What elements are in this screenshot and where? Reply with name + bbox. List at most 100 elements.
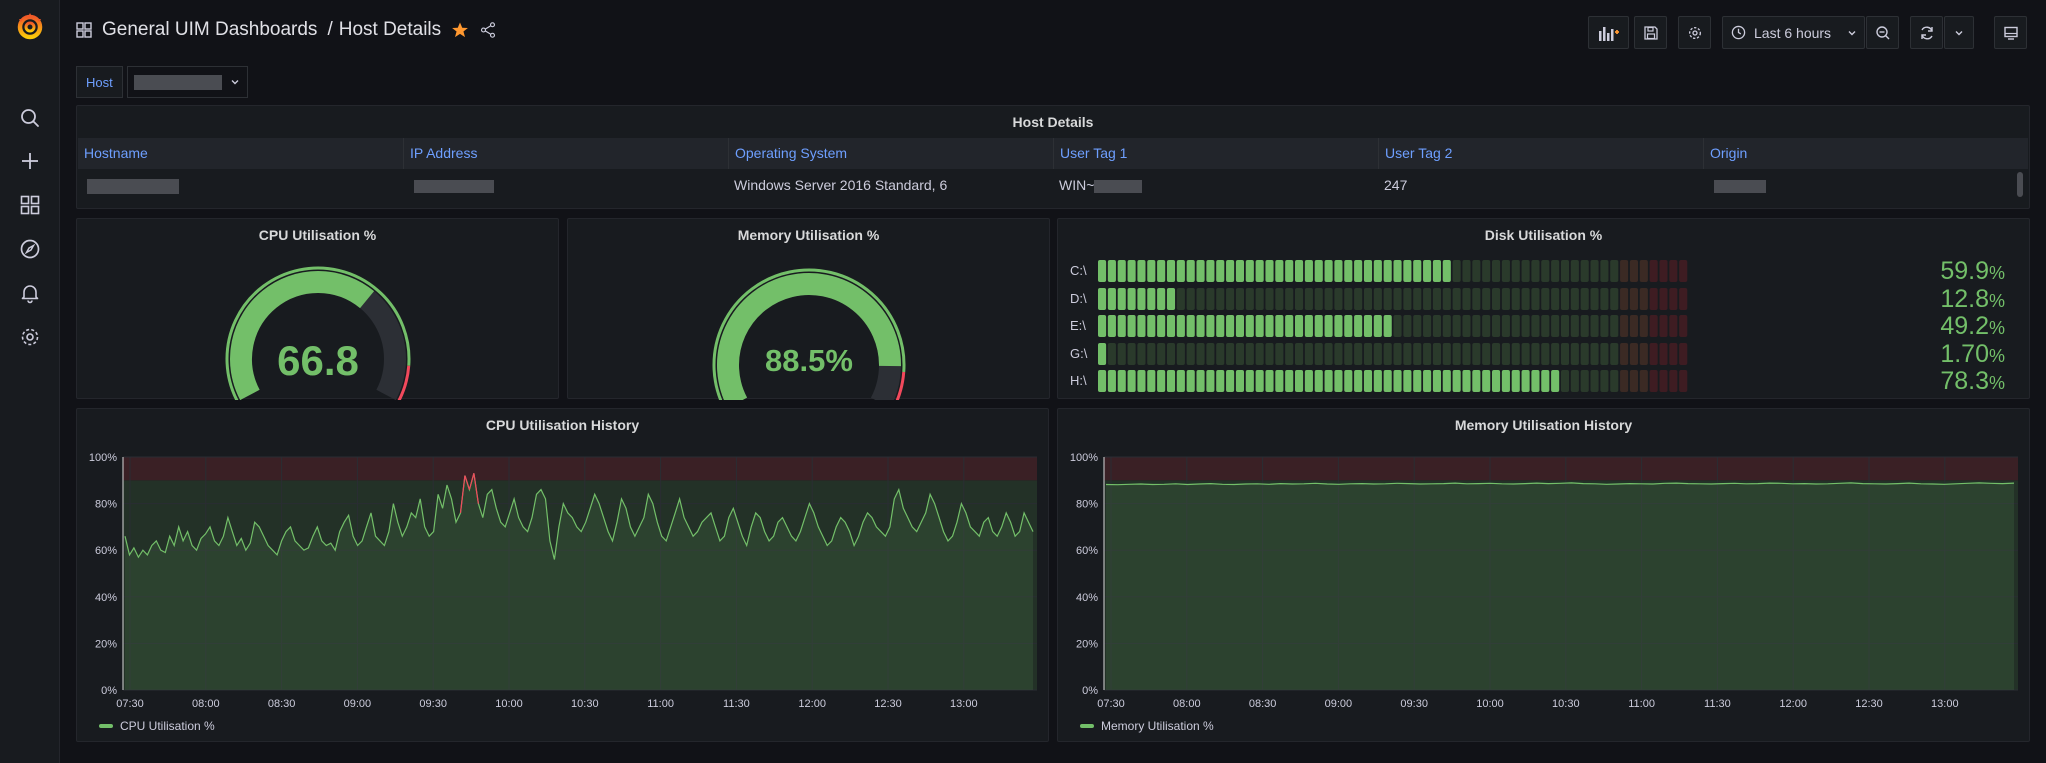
time-range-label: Last 6 hours <box>1754 24 1832 41</box>
disk-segment <box>1482 370 1491 392</box>
disk-segment <box>1285 342 1294 365</box>
disk-segment <box>1610 342 1619 365</box>
breadcrumb-folder-link[interactable]: General UIM Dashboards <box>102 19 318 40</box>
disk-segment <box>1511 342 1520 365</box>
x-tick-label: 08:00 <box>192 698 220 710</box>
disk-segment <box>1570 342 1579 365</box>
cpu-history-chart[interactable]: 0% 20% 40% 60% 80% 100% 07:30 08:00 08:30 09:00 09… <box>77 409 1050 743</box>
disk-segment <box>1265 287 1274 310</box>
alerting-bell-icon[interactable] <box>18 281 42 305</box>
column-header-user-tag-1[interactable]: User Tag 1 <box>1053 138 1378 169</box>
series-line <box>124 473 1034 560</box>
disk-segment <box>1137 287 1146 310</box>
disk-segment <box>1620 342 1629 365</box>
x-tick-label: 11:30 <box>1704 698 1731 710</box>
add-panel-icon <box>1598 26 1619 41</box>
disk-segment <box>1373 260 1382 282</box>
disk-segment <box>1245 287 1254 310</box>
disk-segment <box>1659 260 1668 282</box>
disk-segment <box>1492 315 1501 337</box>
star-favorite-icon[interactable] <box>451 21 469 39</box>
explore-compass-icon[interactable] <box>18 237 42 261</box>
panel-title: Host Details <box>1012 114 1094 130</box>
disk-segment <box>1649 370 1658 392</box>
disk-segment <box>1570 370 1579 392</box>
column-header-operating-system[interactable]: Operating System <box>728 138 1053 169</box>
disk-segment <box>1107 315 1116 337</box>
disk-segment <box>1324 260 1333 282</box>
disk-segment <box>1226 315 1235 337</box>
template-variables: Host <box>76 66 248 98</box>
memory-history-chart[interactable]: 0% 20% 40% 60% 80% 100% 07:30 08:00 08:30 09:00 09… <box>1058 409 2031 743</box>
column-header-ip-address[interactable]: IP Address <box>403 138 728 169</box>
host-variable-label: Host <box>76 66 123 98</box>
tv-mode-button[interactable] <box>1994 16 2027 49</box>
add-panel-button[interactable] <box>1588 16 1629 49</box>
disk-segment <box>1147 287 1156 310</box>
disk-segment <box>1432 287 1441 310</box>
disk-segment <box>1137 260 1146 282</box>
disk-segment <box>1334 287 1343 310</box>
dashboards-icon[interactable] <box>18 193 42 217</box>
top-navbar: General UIM Dashboards / Host Details La… <box>60 0 2046 64</box>
disk-segment <box>1255 287 1264 310</box>
disk-segment <box>1354 260 1363 282</box>
disk-segment <box>1442 260 1451 282</box>
y-tick-label: 40% <box>1076 592 1098 604</box>
disk-segment <box>1216 342 1225 365</box>
disk-segment <box>1196 287 1205 310</box>
dashboard-title[interactable]: Host Details <box>338 19 442 40</box>
threshold-band-green <box>1104 480 2018 690</box>
disk-segment <box>1186 342 1195 365</box>
grafana-logo-icon[interactable] <box>14 10 46 42</box>
disk-segment <box>1245 260 1254 282</box>
cpu-gauge-panel: CPU Utilisation % 66.8 <box>76 218 559 400</box>
disk-segment <box>1098 342 1107 365</box>
disk-segment <box>1452 260 1461 282</box>
disk-segment <box>1610 260 1619 282</box>
table-scrollbar[interactable] <box>2017 172 2023 197</box>
disk-segment <box>1541 370 1550 392</box>
disk-segment <box>1127 370 1136 392</box>
configuration-gear-icon[interactable] <box>18 325 42 349</box>
disk-segment <box>1147 315 1156 337</box>
host-variable-select[interactable] <box>126 66 248 98</box>
dashboard-settings-button[interactable] <box>1678 16 1711 49</box>
disk-label: H:\ <box>1070 373 1087 388</box>
disk-value-unit: % <box>1988 263 2005 283</box>
disk-segment <box>1501 287 1510 310</box>
disk-segment <box>1344 315 1353 337</box>
column-header-hostname[interactable]: Hostname <box>84 145 148 161</box>
redacted-user-tag <box>1094 179 1143 193</box>
disk-segment <box>1176 342 1185 365</box>
disk-segment <box>1659 315 1668 337</box>
disk-segment <box>1137 342 1146 365</box>
chart-legend[interactable]: CPU Utilisation % <box>99 719 215 733</box>
refresh-button[interactable] <box>1910 16 1943 49</box>
save-dashboard-button[interactable] <box>1634 16 1667 49</box>
refresh-interval-dropdown[interactable] <box>1944 16 1974 49</box>
column-header-origin[interactable]: Origin <box>1703 138 2030 169</box>
share-icon[interactable] <box>479 21 497 39</box>
disk-value-unit: % <box>1988 345 2005 366</box>
disk-segment <box>1186 260 1195 282</box>
legend-swatch <box>1080 724 1094 728</box>
disk-segment <box>1334 342 1343 365</box>
disk-segment <box>1629 260 1638 282</box>
disk-segment <box>1107 342 1116 365</box>
disk-segment <box>1403 260 1412 282</box>
column-header-user-tag-2[interactable]: User Tag 2 <box>1378 138 1703 169</box>
time-range-picker[interactable]: Last 6 hours <box>1722 16 1865 49</box>
create-plus-icon[interactable] <box>18 149 42 173</box>
chart-legend[interactable]: Memory Utilisation % <box>1080 719 1214 733</box>
disk-segment <box>1600 260 1609 282</box>
disk-segment <box>1560 260 1570 282</box>
search-icon[interactable] <box>18 106 42 130</box>
disk-segment <box>1521 342 1530 365</box>
y-tick-label: 80% <box>95 499 117 511</box>
disk-segment <box>1295 370 1304 392</box>
disk-segment <box>1669 260 1678 282</box>
zoom-out-button[interactable] <box>1866 16 1899 49</box>
sidebar <box>0 0 60 763</box>
disk-utilisation-panel: Disk Utilisation % C:\ 59.9% D:\ 12.8% E:\ 49… <box>1057 218 2030 399</box>
